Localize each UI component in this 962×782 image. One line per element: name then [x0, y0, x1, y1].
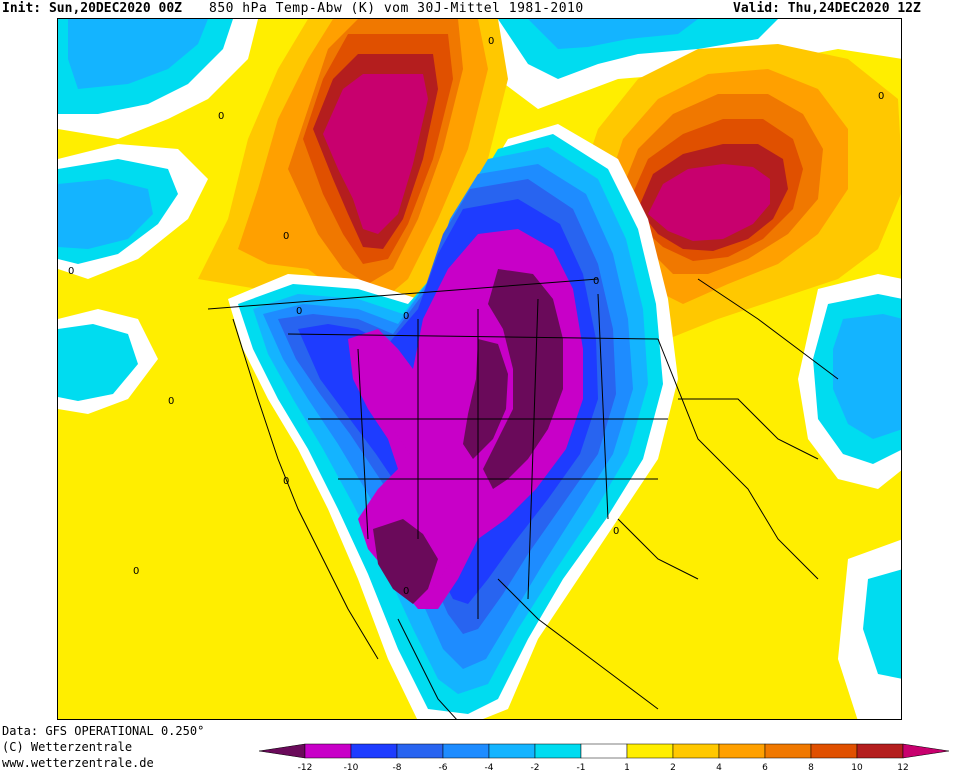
contour-label: 0 — [613, 526, 619, 537]
legend-swatch — [580, 743, 628, 759]
color-legend-labels: -12 -10 -8 -6 -4 -2 -1 1 2 4 6 8 10 12 — [298, 763, 909, 773]
legend-tick-label: 6 — [762, 763, 768, 773]
map-title: 850 hPa Temp-Abw (K) vom 30J-Mittel 1981… — [209, 1, 584, 16]
legend-tick-label: -6 — [439, 763, 448, 773]
legend-tick-label: 12 — [897, 763, 908, 773]
legend-tick-label: 4 — [716, 763, 722, 773]
contour-label: 0 — [296, 306, 302, 317]
legend-tick-label: -1 — [577, 763, 586, 773]
legend-swatch — [442, 743, 490, 759]
legend-swatch — [534, 743, 582, 759]
anomaly-map: 0 0 0 0 0 0 0 0 0 0 0 0 0 — [57, 18, 902, 720]
contour-label: 0 — [488, 36, 494, 47]
legend-swatch — [304, 743, 352, 759]
legend-tick-label: -8 — [393, 763, 402, 773]
data-source-label: Data: GFS OPERATIONAL 0.250° — [2, 724, 205, 738]
legend-swatch — [810, 743, 858, 759]
legend-tick-label: 1 — [624, 763, 630, 773]
color-legend: -12 -10 -8 -6 -4 -2 -1 1 2 4 6 8 10 12 — [258, 743, 950, 773]
color-legend-swatches — [258, 743, 950, 759]
legend-tick-label: 10 — [851, 763, 863, 773]
legend-tick-label: 8 — [808, 763, 814, 773]
legend-swatch — [856, 743, 904, 759]
contour-labels: 0 0 0 0 0 0 0 0 0 0 0 0 0 — [68, 36, 884, 597]
legend-swatch — [626, 743, 674, 759]
legend-tick-label: -12 — [298, 763, 313, 773]
legend-swatch — [350, 743, 398, 759]
nw-canada-warm-anomaly — [198, 19, 508, 319]
contour-label: 0 — [283, 476, 289, 487]
legend-tick-label: 2 — [670, 763, 676, 773]
copyright-label: (C) Wetterzentrale — [2, 740, 133, 754]
legend-swatch — [258, 743, 306, 759]
website-label: www.wetterzentrale.de — [2, 756, 154, 770]
legend-swatch — [396, 743, 444, 759]
contour-label: 0 — [168, 396, 174, 407]
map-borders — [207, 278, 839, 719]
contour-label: 0 — [403, 586, 409, 597]
valid-time-label: Valid: Thu,24DEC2020 12Z — [733, 1, 921, 16]
contour-label: 0 — [403, 311, 409, 322]
contour-label: 0 — [878, 91, 884, 102]
legend-tick-label: -10 — [344, 763, 359, 773]
contour-label: 0 — [133, 566, 139, 577]
contour-label: 0 — [218, 111, 224, 122]
contour-label: 0 — [283, 231, 289, 242]
legend-swatch — [902, 743, 950, 759]
pacific-cool-region — [58, 19, 258, 414]
legend-tick-label: -2 — [531, 763, 540, 773]
legend-swatch — [672, 743, 720, 759]
contour-label: 0 — [68, 266, 74, 277]
legend-tick-label: -4 — [485, 763, 494, 773]
atlantic-cool-region — [798, 274, 901, 719]
legend-swatch — [718, 743, 766, 759]
legend-swatch — [488, 743, 536, 759]
init-time-label: Init: Sun,20DEC2020 00Z — [2, 1, 183, 16]
legend-swatch — [764, 743, 812, 759]
contour-label: 0 — [593, 276, 599, 287]
anomaly-map-svg: 0 0 0 0 0 0 0 0 0 0 0 0 0 — [58, 19, 901, 719]
